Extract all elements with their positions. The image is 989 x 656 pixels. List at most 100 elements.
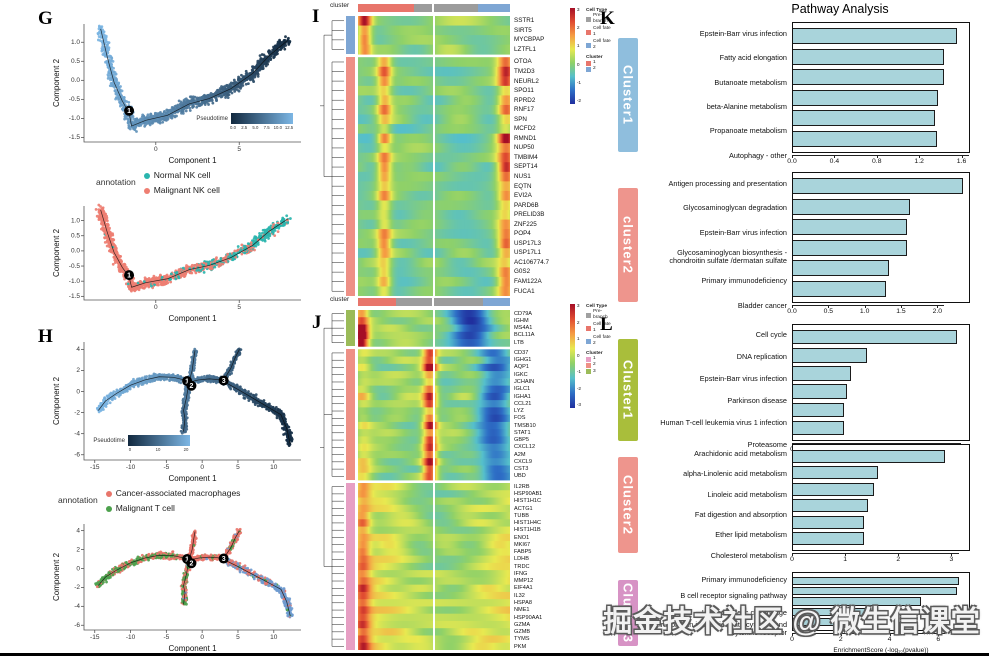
axis-tick <box>889 633 891 636</box>
cluster-label: 1 <box>593 355 596 361</box>
gene-label: SSTR1 <box>514 17 535 25</box>
cluster-badge: Cluster3 <box>618 580 638 646</box>
row-cluster-sidebar <box>346 310 355 650</box>
bar <box>793 239 907 256</box>
g-annotation-legend: annotation Normal NK cell Malignant NK c… <box>96 168 220 199</box>
axis-tick <box>898 553 900 556</box>
heatmap-colorbar <box>570 304 575 408</box>
bar-row <box>793 67 969 88</box>
bar <box>793 110 936 127</box>
bar-label: Primary immunodeficiency <box>701 574 787 584</box>
bar-row <box>793 328 969 346</box>
gene-label: PKM <box>514 643 527 650</box>
bar-label: Epstein-Barr virus infection <box>699 28 787 38</box>
bar-label: Arachidonic acid metabolism <box>694 448 787 458</box>
plot-box <box>792 572 970 631</box>
celltype-title: Cell Type <box>586 8 608 13</box>
dendrogram <box>318 310 344 650</box>
gene-label: CCL21 <box>514 400 532 407</box>
bar-row <box>793 531 969 548</box>
bar <box>793 130 937 147</box>
gene-label: MKI67 <box>514 541 531 548</box>
gene-label: FUCA1 <box>514 287 535 295</box>
gene-label: HIST1H1B <box>514 527 541 534</box>
bar-row <box>793 465 969 482</box>
bar <box>793 532 864 546</box>
axis-tick-label: 6 <box>936 636 941 643</box>
axis-tick-label: 0.8 <box>872 158 882 165</box>
gene-label: FOS <box>514 415 526 422</box>
bar-label: Autophagy - other <box>728 150 787 160</box>
gene-label: FAM122A <box>514 278 542 286</box>
bar-row <box>793 364 969 382</box>
bar <box>793 449 946 463</box>
gene-label: IFNG <box>514 570 528 577</box>
colorbar-tick: -1 <box>576 80 582 86</box>
axis-tick-label: 1.6 <box>956 158 967 165</box>
bar <box>793 515 865 529</box>
panel-label-g: G <box>38 8 53 29</box>
g-annotation-plot <box>50 202 306 324</box>
cluster-swatch <box>586 60 592 66</box>
col-annotation-segment <box>433 4 479 12</box>
bar-row <box>793 586 969 596</box>
bar-label: Hematopoietic cell lineage <box>701 607 787 617</box>
axis-tick-label: 1.2 <box>914 158 924 165</box>
bar <box>793 587 957 596</box>
celltype-label: Pre-branch <box>593 309 608 321</box>
gene-label: GBP5 <box>514 437 529 444</box>
col-annotation-segment <box>433 298 483 306</box>
gene-label: A2M <box>514 451 526 458</box>
gene-label: JCHAIN <box>514 379 535 386</box>
gene-label: IGHA1 <box>514 393 531 400</box>
bar-row <box>793 514 969 531</box>
cluster-badge: Cluster2 <box>618 457 638 553</box>
gene-label: CD37 <box>514 349 529 356</box>
gene-label: STAT1 <box>514 429 531 436</box>
legend-title: annotation <box>96 177 136 187</box>
gene-label: LZTFL1 <box>514 45 537 53</box>
bar-label: Epstein-Barr virus infection <box>699 373 787 383</box>
gene-label: MMP12 <box>514 578 534 585</box>
celltype-label: Cell fate 2 <box>593 38 611 51</box>
bottom-border <box>0 653 989 656</box>
axis-tick <box>876 155 878 158</box>
axis-tick <box>900 305 902 308</box>
celltype-label: Pre-branch <box>593 13 608 25</box>
gene-label: HSP90AB1 <box>514 491 543 497</box>
axis-tick-label: 2 <box>896 556 901 563</box>
g-pseudotime-plot <box>50 20 306 166</box>
bar <box>793 280 887 297</box>
gene-label: BCL11A <box>514 332 535 339</box>
celltype-swatch <box>586 29 592 35</box>
cluster-swatch <box>586 67 592 73</box>
gene-label: LDHB <box>514 556 529 563</box>
bar <box>793 69 944 86</box>
cluster-badge: Cluster1 <box>618 338 638 442</box>
axis-tick-label: 0.4 <box>829 158 840 165</box>
axis-tick-label: 4 <box>887 636 892 643</box>
axis-tick-label: 3 <box>949 556 954 563</box>
bar <box>793 329 957 345</box>
colorbar-tick: 2 <box>576 320 580 326</box>
gene-label: NEURL2 <box>514 77 539 85</box>
plot-box <box>792 444 970 551</box>
bar-label: Glycosaminoglycan biosynthesis - chondro… <box>669 247 787 266</box>
col-annotation-segment <box>414 4 432 12</box>
panel-label-i: I <box>312 6 320 27</box>
gene-label: G0S2 <box>514 268 531 276</box>
axis-tick <box>951 553 953 556</box>
celltype-swatch <box>586 16 592 22</box>
heatmap-i: cluster SSTR1 SIRT5 MYCBPAP LZTFL1 OTOA TM2D3… <box>318 2 611 298</box>
bar <box>793 617 847 626</box>
bar-label: Ether lipid metabolism <box>715 530 787 540</box>
bar <box>793 198 911 215</box>
bar-label: Propanoate metabolism <box>709 126 787 136</box>
gene-label: FABP5 <box>514 549 532 556</box>
plot-box <box>792 172 970 303</box>
bar-row <box>793 481 969 498</box>
bar <box>793 48 944 65</box>
bar <box>793 577 960 586</box>
colorbar-tick: -2 <box>576 98 582 104</box>
cluster-label: 2 <box>593 362 596 368</box>
